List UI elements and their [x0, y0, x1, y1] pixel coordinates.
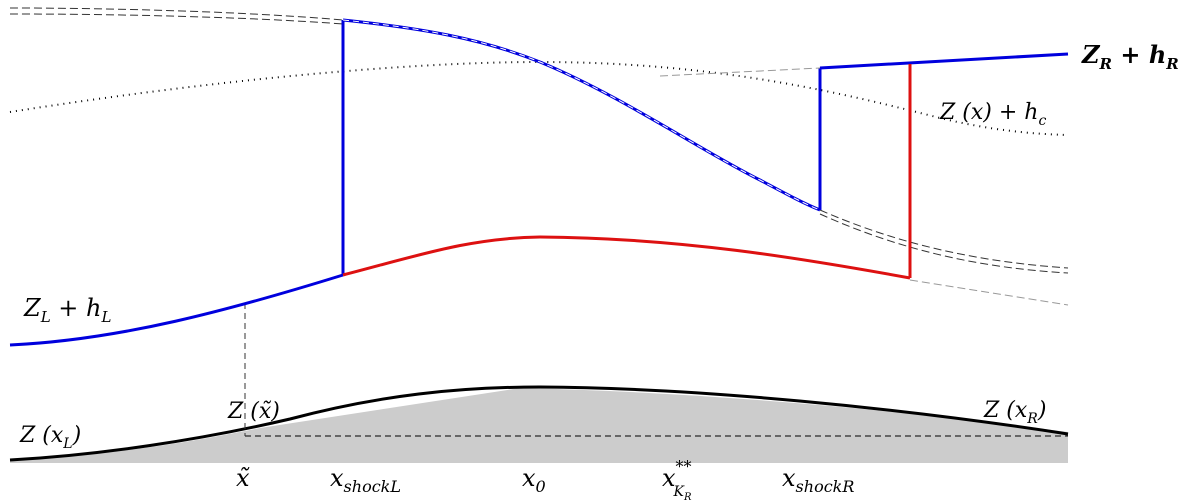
axis-label-x-tilde: x̃ — [236, 464, 250, 492]
label-zl-hl: ZL + hL — [23, 294, 111, 326]
upper-double-dashed-left-2 — [9, 13, 344, 25]
left-surface-curve — [9, 273, 344, 347]
label-z-hc: Z (x) + hc — [939, 100, 1046, 129]
label-z-xtilde: Z (x̃) — [227, 399, 280, 424]
upper-double-dashed-right-2 — [819, 213, 1069, 274]
label-z-xr: Z (xR) — [983, 398, 1046, 427]
upper-supercritical-white-dash — [342, 19, 821, 211]
topography-fill — [10, 388, 1068, 463]
label-z-xl: Z (xL) — [19, 423, 81, 452]
axis-label-x0: x0 — [522, 464, 546, 496]
topography-curve — [9, 385, 1069, 462]
upper-supercritical-curve — [342, 18, 821, 212]
red-lower-curve — [342, 235, 911, 280]
right-surface-gray-extension — [659, 67, 821, 77]
upper-double-dashed-right — [819, 209, 1069, 269]
axis-label-x-shock-l: xshockL — [330, 464, 401, 496]
axis-label-x-kr: x** KR — [662, 457, 692, 503]
right-surface-line — [819, 52, 1069, 70]
label-zr-hr: ZR + hR — [1081, 40, 1179, 73]
red-gray-extension — [909, 279, 1069, 306]
upper-double-dashed-left — [9, 7, 344, 21]
axis-label-x-shock-r: xshockR — [782, 464, 854, 496]
